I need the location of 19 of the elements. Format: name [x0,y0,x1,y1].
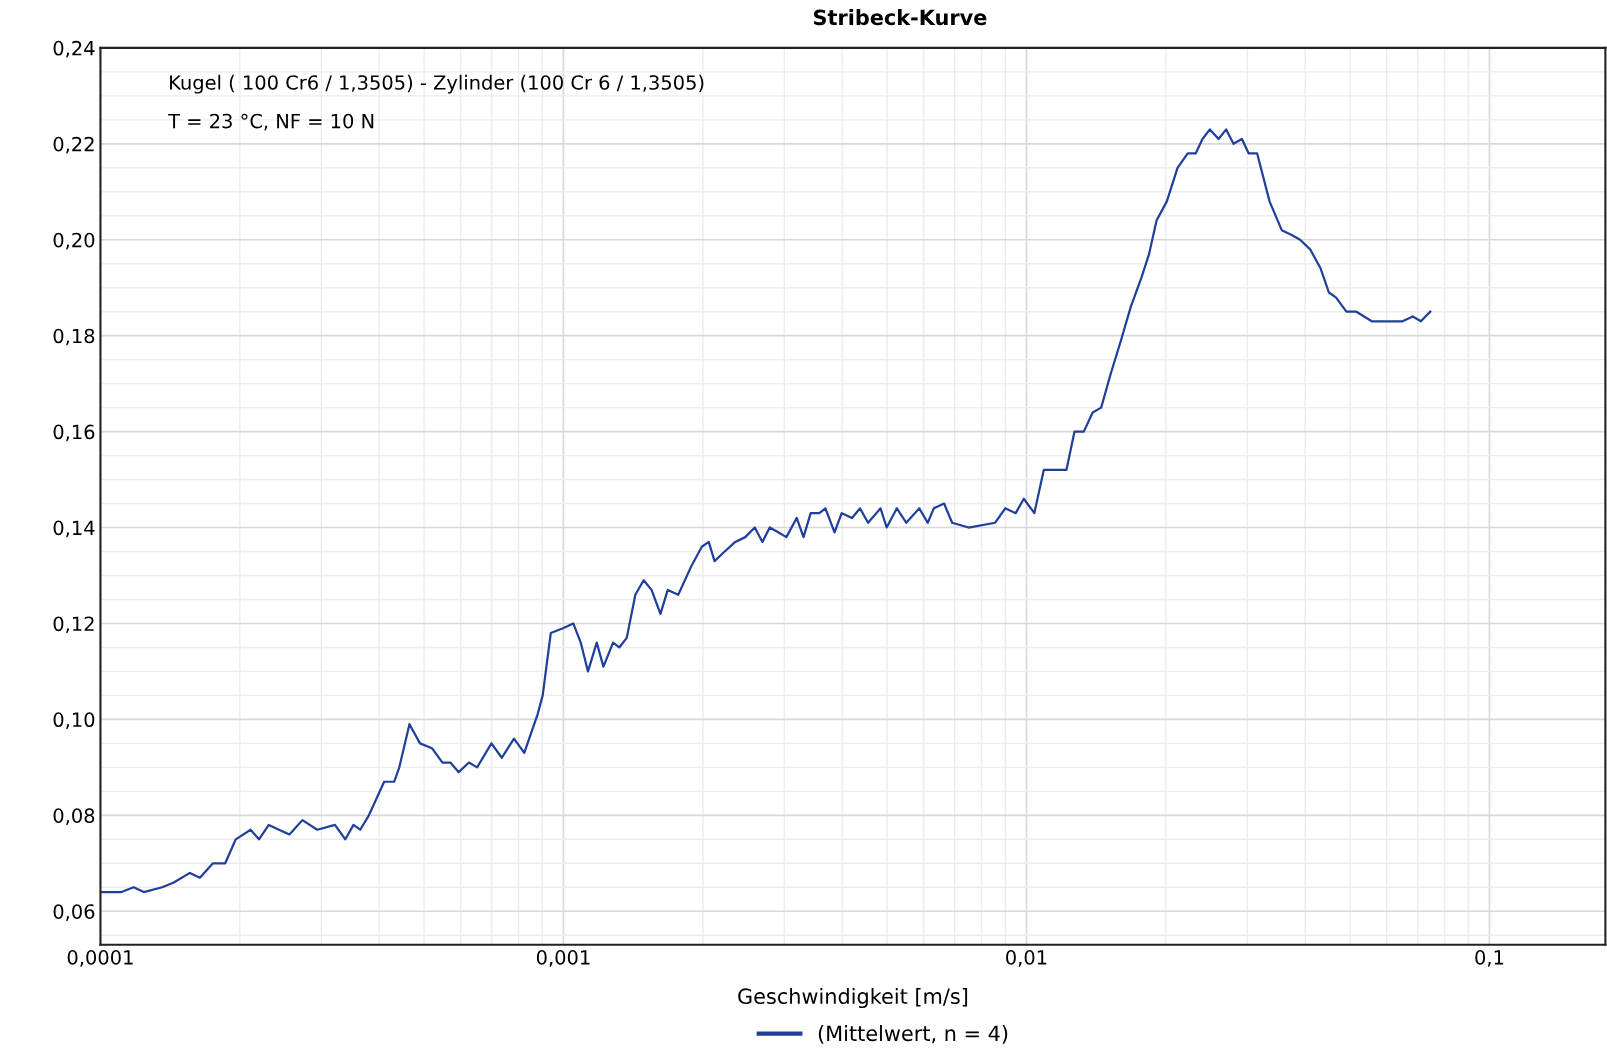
y-tick-label: 0,18 [53,328,95,346]
y-tick-label: 0,06 [53,904,95,921]
y-tick-label: 0,20 [53,232,95,250]
legend-label: (Mittelwert, n = 4) [818,1025,1008,1044]
y-tick-label: 0,10 [53,712,95,730]
x-axis-title: Geschwindigkeit [m/s] [738,987,968,1009]
y-tick-label: 0,14 [53,520,95,538]
x-tick-label: 0,01 [1006,950,1047,967]
x-tick-label: 0,1 [1475,950,1504,967]
y-tick-label: 0,22 [53,136,94,154]
y-tick-label: 0,24 [53,40,95,58]
x-tick-label: 0,0001 [67,950,133,967]
chart-title: Stribeck-Kurve [813,9,987,26]
y-tick-label: 0,08 [53,808,95,825]
y-tick-label: 0,16 [53,424,95,442]
annotation: Kugel ( 100 Cr6 / 1,3505) - Zylinder (100 Cr 6 / 1,3505) [170,74,704,94]
y-tick-label: 0,12 [53,616,94,634]
x-tick-label: 0,001 [536,950,590,967]
annotation: T = 23 °C, NF = 10 N [168,113,374,131]
